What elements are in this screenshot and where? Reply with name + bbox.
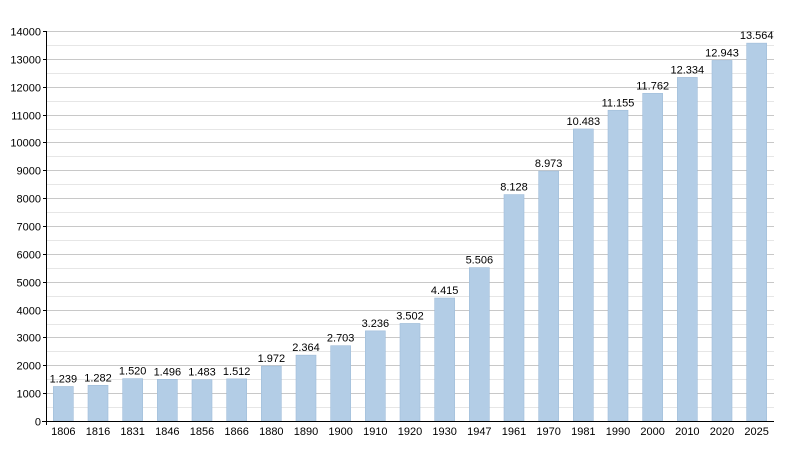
bar-value-label: 1.520 [119, 366, 147, 378]
y-tick-label: 10000 [10, 138, 41, 150]
x-tick-label: 1910 [363, 426, 387, 438]
bar [295, 354, 317, 422]
x-tick-label: 1880 [259, 426, 283, 438]
bar-value-label: 1.239 [50, 373, 78, 385]
bar [503, 194, 525, 422]
bar-value-label: 4.415 [431, 285, 459, 297]
bar-value-label: 12.334 [671, 64, 705, 76]
x-tick-label: 2000 [640, 426, 664, 438]
y-tick-label: 13000 [10, 55, 41, 67]
bar-value-label: 8.973 [535, 158, 563, 170]
bar [607, 109, 629, 422]
bar-value-label: 1.512 [223, 366, 251, 378]
bar [677, 77, 698, 422]
x-tick-label: 1900 [328, 426, 352, 438]
bar-value-label: 2.364 [292, 342, 320, 354]
y-tick-label: 4000 [17, 306, 41, 318]
bar [122, 378, 143, 422]
bar [434, 297, 455, 422]
y-tick-label: 0 [35, 417, 41, 429]
y-tick-label: 1000 [17, 389, 41, 401]
bar [261, 365, 282, 422]
axes-layer: 0 1000 2000 3000 4000 5000 6000 7000 8000 9000 100… [10, 27, 774, 438]
y-tick-label: 5000 [17, 278, 41, 290]
y-tick-label: 7000 [17, 222, 41, 234]
bar [573, 128, 594, 422]
x-tick-label: 1806 [51, 426, 75, 438]
x-tick-label: 2025 [744, 426, 768, 438]
bar-value-label: 13.564 [740, 30, 774, 42]
bar-value-label: 1.496 [154, 366, 182, 378]
bar-value-label: 12.943 [705, 47, 739, 59]
bar [157, 379, 178, 422]
x-tick-label: 1866 [224, 426, 248, 438]
x-tick-label: 1920 [398, 426, 422, 438]
bar [330, 345, 351, 422]
x-tick-label: 1981 [571, 426, 595, 438]
y-tick-label: 2000 [17, 361, 41, 373]
bar [191, 379, 213, 422]
x-tick-label: 2020 [710, 426, 734, 438]
bar-value-label: 1.483 [188, 367, 216, 379]
x-tick-label: 1961 [502, 426, 526, 438]
bar [711, 60, 733, 422]
bar-value-label: 11.155 [602, 97, 635, 109]
bar [399, 323, 421, 422]
bars-layer [53, 42, 767, 422]
bar-value-label: 3.236 [362, 318, 390, 330]
y-tick-label: 11000 [11, 111, 41, 123]
y-tick-label: 3000 [17, 333, 41, 345]
x-tick-label: 1890 [294, 426, 318, 438]
bar-value-label: 1.972 [258, 353, 286, 365]
x-tick-label: 1970 [536, 426, 560, 438]
y-tick-label: 14000 [10, 27, 41, 39]
bar [642, 93, 663, 422]
x-tick-label: 1831 [120, 426, 144, 438]
data-labels-layer: 1.239 1.282 1.520 1.496 1.483 1.512 1.972 2.364… [50, 30, 774, 385]
y-tick-label: 9000 [17, 166, 41, 178]
y-tick-label: 6000 [17, 250, 41, 262]
bar [365, 330, 386, 422]
bar [469, 267, 490, 422]
x-tick-label: 1816 [86, 426, 110, 438]
bar-value-label: 8.128 [500, 182, 528, 194]
bar-value-label: 3.502 [396, 310, 424, 322]
x-tick-label: 1846 [155, 426, 179, 438]
x-tick-label: 1947 [467, 426, 491, 438]
bar [226, 378, 247, 422]
x-tick-label: 1930 [432, 426, 456, 438]
bar-value-label: 11.762 [636, 80, 669, 92]
bar [746, 42, 767, 422]
bar-value-label: 5.506 [466, 255, 494, 267]
bar [538, 170, 559, 422]
y-tick-label: 8000 [17, 194, 41, 206]
x-tick-label: 1856 [190, 426, 214, 438]
x-tick-label: 1990 [606, 426, 630, 438]
bar [87, 384, 109, 422]
bar [53, 386, 74, 422]
y-tick-label: 12000 [10, 83, 41, 95]
bar-value-label: 1.282 [84, 372, 112, 384]
x-tick-label: 2010 [675, 426, 699, 438]
bar-value-label: 2.703 [327, 333, 355, 345]
bar-value-label: 10.483 [567, 116, 601, 128]
